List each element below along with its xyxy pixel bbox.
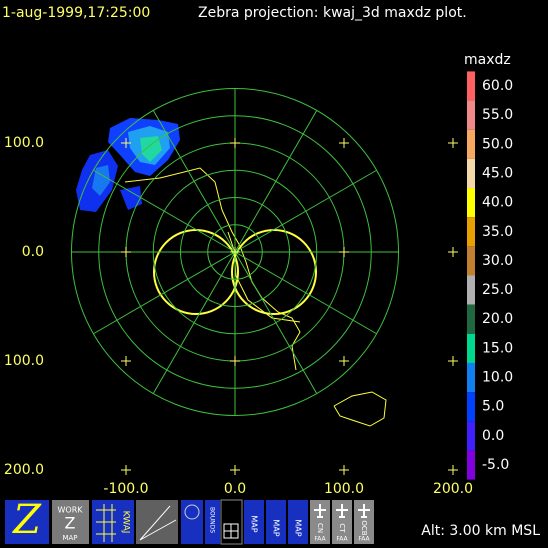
title: Zebra projection: kwaj_3d maxdz plot.	[198, 5, 467, 21]
bounds-text: BOUNDS	[209, 507, 216, 533]
colorbar-tick-label: 0.0	[482, 428, 504, 444]
colorbar-tick-label: 35.0	[482, 224, 513, 240]
colorbar-tick-label: 30.0	[482, 253, 513, 269]
tick-cross	[121, 247, 131, 257]
time: 1-aug-1999,17:25:00	[2, 5, 150, 21]
colorbar-tick-label: 45.0	[482, 165, 513, 181]
colorbar-tick-label: 5.0	[482, 399, 504, 415]
tick-cross	[339, 138, 349, 148]
map-button[interactable]	[266, 500, 286, 544]
x-tick-label: 200.0	[433, 481, 473, 497]
colorbar-tick-label: 15.0	[482, 340, 513, 356]
kwaj-icon	[96, 504, 116, 542]
x-tick-label: -100.0	[103, 481, 148, 497]
map-button[interactable]	[288, 500, 308, 544]
map-text: MAP	[250, 515, 259, 532]
colorbar-segment	[467, 71, 475, 101]
spoke	[93, 251, 236, 335]
colorbar-tick-label: 20.0	[482, 311, 513, 327]
x-tick-label: 100.0	[324, 481, 364, 497]
colorbar-segment	[467, 129, 475, 159]
tick-cross	[339, 465, 349, 475]
spoke	[234, 110, 318, 253]
plane-icon	[358, 504, 370, 518]
spoke	[234, 169, 377, 253]
y-tick-label: 0.0	[22, 244, 44, 260]
tick-cross	[230, 138, 240, 148]
colorbar-segment	[467, 188, 475, 218]
kwaj-text: KWAJ	[121, 511, 131, 534]
spoke	[152, 251, 236, 394]
faa-text: OCB	[360, 520, 368, 535]
faa-text: FAA	[314, 536, 326, 543]
colorbar-segment	[467, 421, 475, 451]
spoke	[152, 110, 236, 253]
colorbar-segment	[467, 217, 475, 247]
colorbar-segment	[467, 275, 475, 305]
tick-cross	[448, 247, 458, 257]
colorbar-tick-label: 60.0	[482, 78, 513, 94]
y-tick-label: 100.0	[4, 353, 44, 369]
colorbar-tick-label: 25.0	[482, 282, 513, 298]
y-tick-label: 200.0	[4, 462, 44, 478]
colorbar-label: maxdz	[464, 52, 511, 68]
colorbar-segment	[467, 333, 475, 363]
status: Alt: 3.00 km MSL	[421, 523, 540, 539]
colorbar-tick-label: 40.0	[482, 195, 513, 211]
colorbar-segment	[467, 392, 475, 422]
x-tick-label: 0.0	[224, 481, 246, 497]
map-button[interactable]	[244, 500, 264, 544]
colorbar-segment	[467, 100, 475, 130]
faa-text: FAA	[358, 536, 370, 543]
tick-cross	[339, 356, 349, 366]
plane-icon	[314, 504, 326, 518]
tick-cross	[448, 356, 458, 366]
colorbar-tick-label: 50.0	[482, 136, 513, 152]
tick-cross	[121, 465, 131, 475]
colorbar-segment	[467, 362, 475, 393]
tick-cross	[230, 465, 240, 475]
toolbar: Z WORK Z MAP KWAJ BOUNDS MAP MAP MAP CN F…	[5, 497, 374, 545]
tick-cross	[121, 138, 131, 148]
faa-text: FAA	[336, 536, 348, 543]
map-text: MAP	[272, 519, 281, 536]
y-tick-label: 100.0	[4, 135, 44, 151]
spoke	[234, 251, 318, 394]
logo: Z	[11, 497, 42, 543]
colorbar-tick-label: 10.0	[482, 370, 513, 386]
tick-cross	[448, 138, 458, 148]
spoke	[234, 251, 377, 335]
logo-button[interactable]	[5, 500, 49, 544]
work-button[interactable]	[52, 500, 89, 544]
work-text: MAP	[62, 534, 77, 542]
colorbar-segment	[467, 246, 475, 276]
tick-cross	[230, 356, 240, 366]
globe-icon	[184, 504, 200, 520]
echoes	[76, 118, 180, 212]
colorbar-segment	[467, 450, 475, 480]
bounds-button[interactable]	[205, 500, 220, 544]
colorbar-tick-label: 55.0	[482, 107, 513, 123]
tick-cross	[121, 356, 131, 366]
work-text: WORK	[57, 506, 83, 515]
grid-icon	[223, 523, 239, 539]
globe-button[interactable]	[181, 500, 203, 544]
tick-cross	[339, 247, 349, 257]
work-text: Z	[65, 514, 76, 533]
plane-icon	[336, 504, 348, 518]
faa-text: CT	[338, 523, 346, 533]
colorbar-segment	[467, 304, 475, 334]
map-text: MAP	[294, 519, 303, 536]
tick-cross	[448, 465, 458, 475]
tick-cross	[230, 247, 240, 257]
faa-text: CN	[316, 523, 324, 533]
radar-icon	[139, 505, 177, 541]
spoke	[93, 169, 236, 253]
colorbar-tick-label: -5.0	[482, 457, 509, 473]
grid-button[interactable]	[220, 499, 243, 545]
colorbar-segment	[467, 158, 475, 189]
